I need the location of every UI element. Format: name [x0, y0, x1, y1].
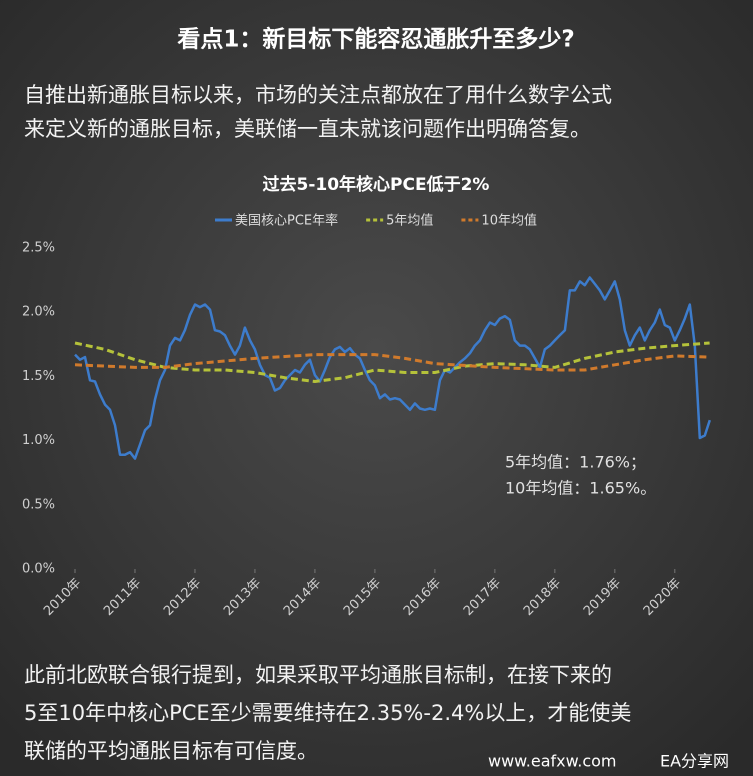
intro-line: 来定义新的通胀目标，美联储一直未就该问题作出明确答复。	[24, 117, 591, 141]
page-title: 看点1：新目标下能容忍通胀升至多少?	[177, 26, 574, 53]
watermark: www.eafxw.com	[488, 752, 617, 771]
series-line	[74, 341, 710, 383]
series-line	[74, 276, 711, 460]
intro-line: 自推出新通胀目标以来，市场的关注点都放在了用什么数字公式	[24, 83, 612, 107]
chart-title: 过去5-10年核心PCE低于2%	[263, 174, 490, 195]
y-tick-label: 1.5%	[22, 369, 55, 384]
annotation: 5年均值：1.76%；	[505, 453, 646, 472]
watermark: EA分享网	[660, 752, 729, 771]
annotation: 10年均值：1.65%。	[505, 479, 656, 498]
y-tick-label: 1.0%	[22, 433, 55, 448]
legend-label: 10年均值	[481, 213, 537, 229]
y-tick-label: 2.5%	[22, 241, 55, 256]
series-line	[74, 353, 710, 372]
legend-label: 美国核心PCE年率	[235, 213, 338, 229]
y-tick-label: 2.0%	[22, 305, 55, 320]
conclusion-line: 此前北欧联合银行提到，如果采取平均通胀目标制，在接下来的	[24, 663, 612, 687]
conclusion-line: 联储的平均通胀目标有可信度。	[24, 739, 318, 763]
legend-label: 5年均值	[386, 213, 433, 229]
conclusion-line: 5至10年中核心PCE至少需要维持在2.35%-2.4%以上，才能使美	[24, 701, 631, 725]
y-tick-label: 0.0%	[22, 562, 55, 577]
y-tick-label: 0.5%	[22, 497, 55, 512]
